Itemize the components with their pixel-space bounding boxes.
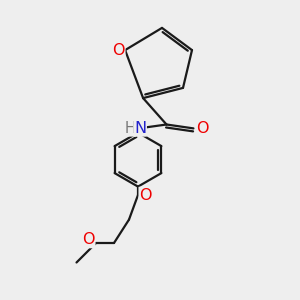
Text: H: H: [125, 121, 136, 136]
Text: N: N: [134, 121, 146, 136]
Text: O: O: [112, 43, 125, 58]
Text: O: O: [82, 232, 95, 247]
Text: O: O: [196, 121, 208, 136]
Text: O: O: [139, 188, 152, 202]
